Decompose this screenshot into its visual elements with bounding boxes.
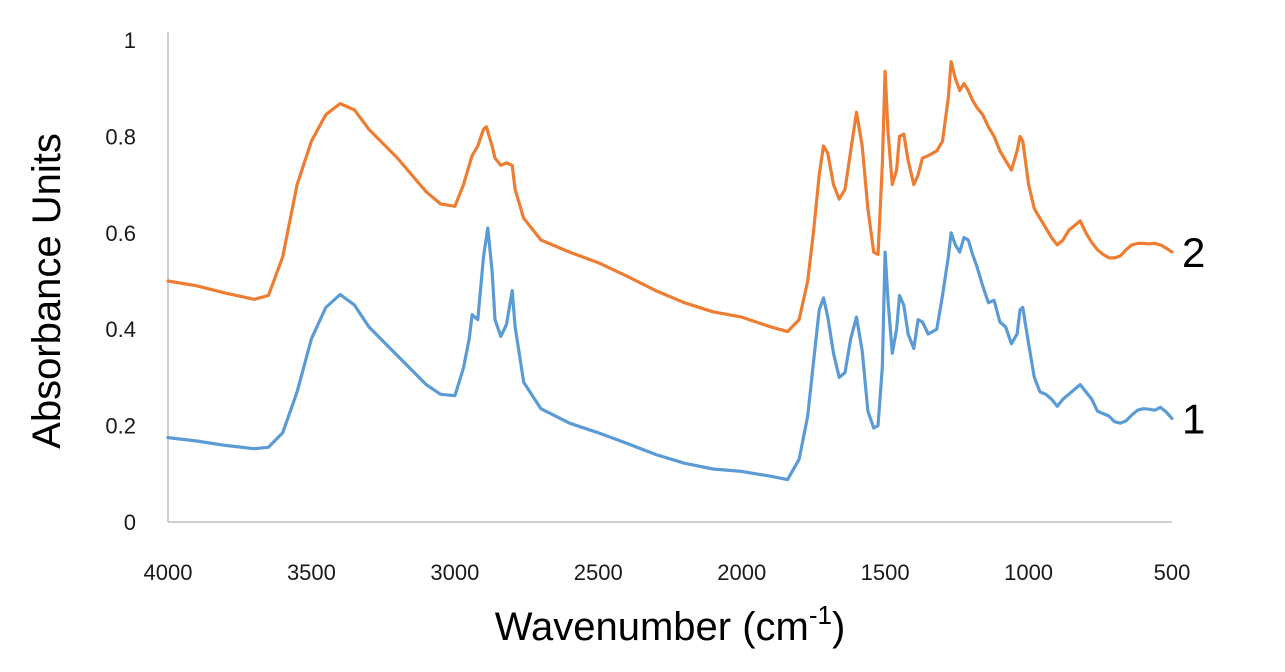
series-lines xyxy=(166,60,1174,482)
y-tick-label: 0.6 xyxy=(105,221,136,246)
x-tick-label: 4000 xyxy=(144,560,193,585)
y-tick-label: 0 xyxy=(124,510,136,535)
y-axis-title: Absorbance Units xyxy=(25,133,69,449)
x-axis-title: Wavenumber (cm-1) xyxy=(495,600,846,649)
x-tick-labels: 4000 3500 3000 2500 2000 1500 1000 500 xyxy=(144,560,1191,585)
y-tick-label: 0.4 xyxy=(105,317,136,342)
x-tick-label: 3500 xyxy=(287,560,336,585)
y-tick-label: 1 xyxy=(124,28,136,53)
x-axis-title-superscript: -1 xyxy=(809,600,832,630)
x-axis-title-suffix: ) xyxy=(832,605,845,649)
y-tick-labels: 0 0.2 0.4 0.6 0.8 1 xyxy=(105,28,136,535)
y-tick-label: 0.8 xyxy=(105,124,136,149)
x-tick-label: 2000 xyxy=(717,560,766,585)
x-tick-label: 2500 xyxy=(574,560,623,585)
x-tick-label: 1000 xyxy=(1004,560,1053,585)
series-labels: 12 xyxy=(1182,229,1205,442)
series-line-2 xyxy=(166,60,1174,334)
axes xyxy=(167,32,1172,523)
series-label-2: 2 xyxy=(1182,229,1205,276)
series-label-1: 1 xyxy=(1182,395,1205,442)
series-line-1 xyxy=(166,226,1174,482)
x-axis-title-main: Wavenumber (cm xyxy=(495,605,809,649)
x-tick-label: 1500 xyxy=(861,560,910,585)
y-tick-label: 0.2 xyxy=(105,414,136,439)
x-tick-label: 3000 xyxy=(430,560,479,585)
x-tick-label: 500 xyxy=(1154,560,1191,585)
